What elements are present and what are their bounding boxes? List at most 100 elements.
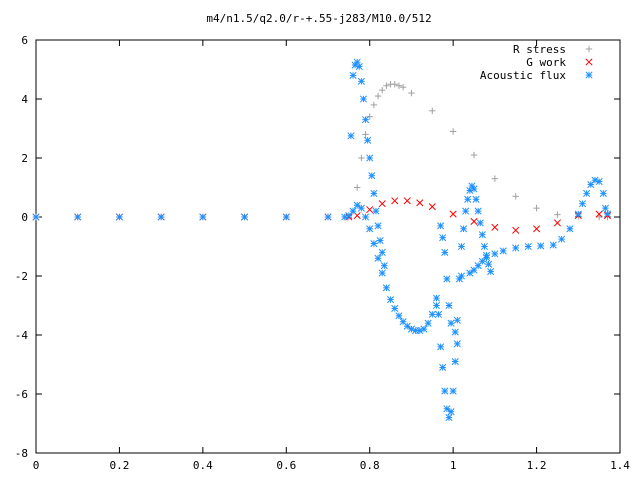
- data-point: [32, 213, 40, 221]
- data-point: [457, 242, 466, 251]
- data-point: [157, 213, 165, 221]
- data-point: [370, 239, 378, 248]
- data-point: [416, 199, 424, 207]
- series-3: [32, 58, 612, 422]
- data-point: [470, 217, 478, 225]
- data-point: [445, 301, 453, 310]
- data-point: [395, 82, 403, 89]
- data-point: [324, 213, 332, 221]
- x-tick-label: 0: [33, 459, 40, 472]
- data-point: [549, 241, 557, 249]
- y-tick-label: -4: [15, 329, 29, 342]
- data-point: [241, 213, 249, 221]
- data-point: [368, 172, 376, 180]
- data-point: [432, 294, 441, 302]
- data-point: [115, 213, 123, 221]
- data-point: [462, 207, 470, 215]
- data-point: [487, 268, 495, 276]
- data-point: [524, 242, 532, 251]
- data-point: [583, 189, 591, 197]
- data-point: [533, 225, 541, 233]
- data-point: [451, 357, 459, 366]
- data-point: [370, 189, 378, 197]
- data-point: [533, 204, 540, 212]
- data-point: [439, 234, 447, 242]
- data-point: [595, 213, 603, 221]
- legend-label: Acoustic flux: [480, 69, 566, 82]
- data-point: [491, 250, 499, 258]
- legend-marker: [585, 71, 593, 79]
- data-point: [599, 189, 607, 197]
- data-point: [383, 82, 390, 89]
- data-point: [453, 340, 461, 348]
- data-point: [478, 231, 486, 239]
- data-point: [455, 275, 463, 283]
- data-point: [453, 316, 461, 324]
- data-point: [595, 210, 603, 218]
- data-point: [466, 269, 474, 277]
- data-point: [449, 210, 457, 218]
- data-point: [361, 116, 370, 124]
- x-tick-label: 0.8: [360, 459, 380, 472]
- y-tick-label: 0: [21, 211, 28, 224]
- data-point: [354, 184, 361, 191]
- data-point: [445, 414, 453, 422]
- data-point: [387, 296, 395, 304]
- x-tick-label: 0.6: [276, 459, 296, 472]
- data-point: [482, 251, 491, 259]
- data-point: [391, 81, 398, 88]
- data-point: [403, 322, 411, 330]
- y-tick-label: -2: [15, 270, 28, 283]
- data-point: [395, 312, 403, 320]
- data-point: [441, 248, 449, 256]
- data-point: [553, 219, 561, 227]
- data-point: [447, 319, 455, 327]
- data-point: [357, 77, 365, 85]
- data-point: [601, 204, 609, 212]
- data-point: [472, 195, 480, 203]
- data-point: [374, 254, 382, 262]
- data-point: [432, 301, 441, 310]
- data-point: [378, 248, 386, 256]
- y-tick-label: 6: [21, 34, 28, 47]
- data-point: [376, 237, 384, 245]
- data-point: [485, 260, 493, 268]
- y-tick-label: 4: [21, 93, 28, 106]
- x-tick-label: 1.4: [610, 459, 630, 472]
- data-point: [464, 195, 472, 203]
- data-point: [512, 244, 520, 252]
- data-point: [512, 193, 519, 200]
- data-point: [480, 242, 488, 251]
- data-point: [439, 363, 447, 372]
- legend-marker: [585, 45, 593, 53]
- data-point: [447, 408, 455, 416]
- data-point: [380, 262, 388, 270]
- data-point: [428, 203, 436, 211]
- data-point: [443, 405, 451, 413]
- data-point: [420, 325, 428, 333]
- data-point: [357, 204, 365, 212]
- data-point: [349, 207, 357, 215]
- data-point: [460, 225, 468, 233]
- data-point: [282, 213, 290, 221]
- data-point: [429, 107, 436, 114]
- data-point: [470, 151, 478, 159]
- data-point: [361, 213, 370, 221]
- data-point: [359, 95, 368, 103]
- x-tick-label: 0.2: [109, 459, 129, 472]
- x-tick-label: 1.2: [527, 459, 547, 472]
- data-point: [437, 222, 445, 230]
- y-tick-label: 2: [21, 152, 28, 165]
- data-point: [378, 200, 386, 208]
- x-tick-label: 1: [450, 459, 457, 472]
- legend-marker: [585, 58, 593, 66]
- data-point: [74, 213, 82, 221]
- series-layer: [32, 58, 612, 422]
- data-point: [391, 304, 399, 313]
- y-tick-label: -6: [15, 388, 28, 401]
- axis-ticks: 0 0.2 0.4 0.6 0.8 1 1.2 1.4 6 4 2 0 -2 -4 -6 -8: [15, 34, 631, 472]
- data-point: [366, 154, 374, 162]
- legend-label: R stress: [513, 43, 566, 56]
- data-point: [451, 328, 459, 336]
